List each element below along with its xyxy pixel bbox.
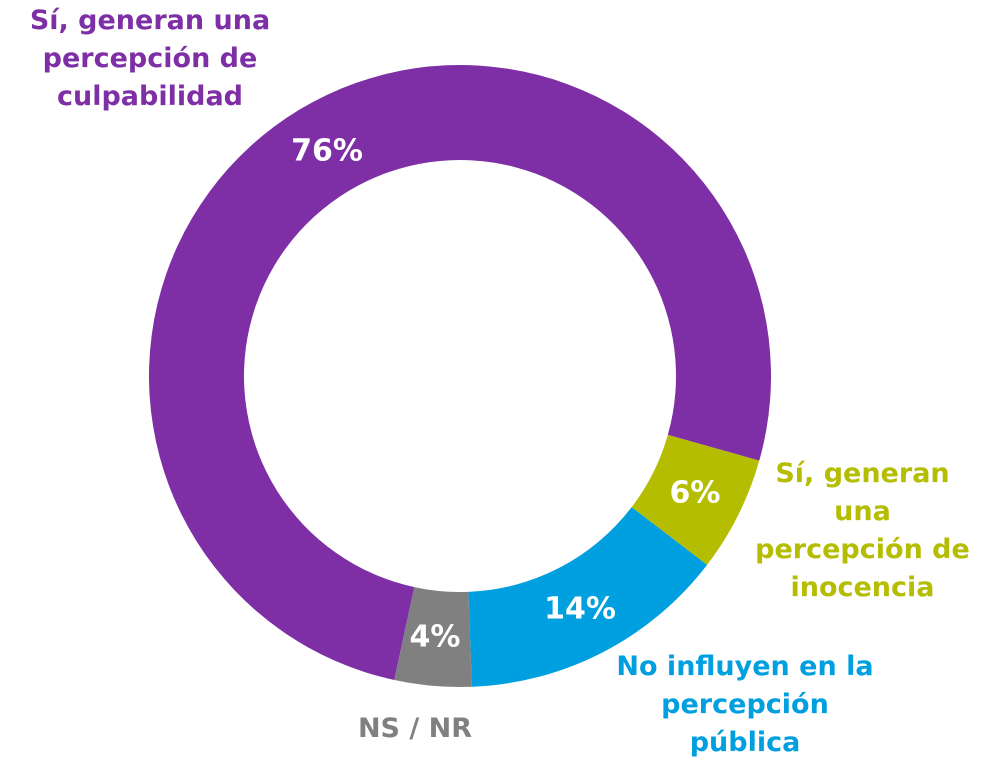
category-label: Sí, generan una percepción de inocencia [755,458,970,603]
category-label: NS / NR [357,713,473,744]
donut-segment [631,434,760,565]
value-label: 14% [544,592,616,627]
category-label: No influyen en la percepción pública [616,651,874,758]
value-label: 76% [291,134,363,169]
value-label: 6% [670,476,721,511]
donut-segment [394,587,472,687]
value-label: 4% [410,620,461,655]
category-label: Sí, generan una percepción de culpabilid… [29,5,271,112]
donut-segment [149,65,771,680]
donut-segment [468,507,708,687]
